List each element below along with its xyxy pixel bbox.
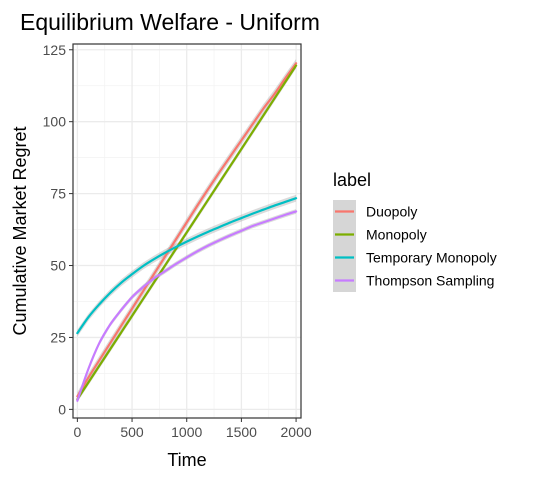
series-line-duopoly [76,62,298,398]
series-line-thompson-sampling [76,210,298,402]
y-axis-title: Cumulative Market Regret [10,126,30,335]
legend-label: Temporary Monopoly [366,250,497,266]
band-duopoly [77,58,297,401]
legend-title: label [333,170,371,190]
legend-label: Duopoly [366,204,417,220]
legend-item-duopoly: Duopoly [333,200,417,223]
plot-area [72,43,302,419]
grid [73,44,301,418]
x-tick-label: 500 [120,424,144,440]
chart-title: Equilibrium Welfare - Uniform [20,9,320,35]
y-axis: 0 25 50 75 100 125 [43,42,73,417]
legend-item-monopoly: Monopoly [333,223,427,246]
legend-item-thompson-sampling: Thompson Sampling [333,269,494,292]
x-tick-label: 1000 [171,424,202,440]
x-axis: 0 500 1000 1500 2000 [73,418,312,440]
x-tick-label: 0 [73,424,81,440]
y-tick-label: 25 [50,329,66,345]
y-tick-label: 50 [50,258,66,274]
y-tick-label: 100 [43,114,67,130]
y-tick-label: 125 [43,42,67,58]
y-tick-label: 75 [50,186,66,202]
legend-label: Monopoly [366,227,427,243]
band-temporary-monopoly [77,194,297,337]
x-tick-label: 2000 [281,424,312,440]
x-axis-title: Time [167,450,206,470]
series-line-monopoly [76,64,298,401]
series-line-temporary-monopoly [76,197,298,335]
legend: label Duopoly Monopoly Temporary Monopoly T… [333,170,497,292]
series-lines [76,62,298,402]
legend-item-temporary-monopoly: Temporary Monopoly [333,246,497,269]
y-tick-label: 0 [58,401,66,417]
x-tick-label: 1500 [226,424,257,440]
legend-label: Thompson Sampling [366,273,494,289]
